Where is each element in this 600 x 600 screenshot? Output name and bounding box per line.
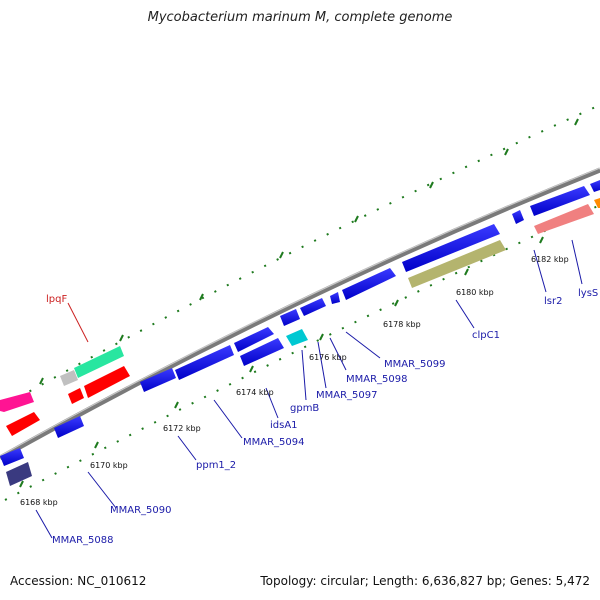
- gene-label-mmar5099: MMAR_5099: [384, 359, 446, 370]
- genome-backbone: [0, 167, 600, 461]
- genome-summary: Topology: circular; Length: 6,636,827 bp…: [260, 574, 590, 588]
- kbp-label: 6182 kbp: [531, 255, 569, 264]
- gene-5088-a: [0, 448, 24, 466]
- gene-label-gpmB: gpmB: [290, 403, 319, 414]
- kbp-label: 6174 kbp: [236, 388, 274, 397]
- map-title: Mycobacterium marinum M, complete genome: [147, 10, 453, 25]
- gene-5099-outer: [330, 292, 340, 304]
- gene-label-mmar5098: MMAR_5098: [346, 374, 408, 385]
- gene-label-lpqF: lpqF: [46, 294, 67, 305]
- gene-clpC1-inner: [408, 240, 506, 288]
- kbp-label: 6170 kbp: [90, 461, 128, 470]
- gene-label-idsA1: idsA1: [270, 420, 298, 431]
- gene-label-lsr2: lsr2: [544, 296, 562, 307]
- gene-label-clpC1: clpC1: [472, 330, 500, 341]
- gene-5097-outer: [280, 309, 300, 326]
- kbp-labels: 6168 kbp 6170 kbp 6172 kbp 6174 kbp 6176…: [20, 255, 569, 507]
- gene-5090-inner: [54, 416, 84, 438]
- gene-clpC1-outer: [402, 224, 500, 272]
- gene-5098-outer: [300, 298, 326, 316]
- gene-idsA1-outer: [234, 327, 274, 352]
- accession-label: Accession: NC_010612: [10, 574, 147, 588]
- gene-label-mmar5088: MMAR_5088: [52, 535, 114, 546]
- gene-pink-outer: [0, 392, 34, 412]
- gene-ppm-outer: [140, 368, 176, 392]
- gene-label-mmar5090: MMAR_5090: [110, 505, 172, 516]
- kbp-label: 6180 kbp: [456, 288, 494, 297]
- gene-label-mmar5097: MMAR_5097: [316, 390, 378, 401]
- gene-grey-outer: [60, 370, 78, 386]
- gene-5099b-outer: [342, 268, 396, 300]
- gene-gpmB-inner: [286, 329, 308, 346]
- gene-label-lysS: lysS: [578, 288, 598, 299]
- genome-backbone-highlight: [0, 167, 600, 457]
- gene-lpqF: [74, 346, 124, 378]
- kbp-label: 6176 kbp: [309, 353, 347, 362]
- inner-major-ticks: [19, 236, 544, 488]
- gene-edge-outer: [590, 180, 600, 192]
- gene-label-mmar5094: MMAR_5094: [243, 437, 305, 448]
- outer-major-ticks: [39, 118, 579, 385]
- gene-lsr2-outer: [512, 210, 524, 224]
- gene-lsr2-inner: [534, 204, 594, 234]
- gene-label-ppm1-2: ppm1_2: [196, 460, 236, 471]
- kbp-label: 6178 kbp: [383, 320, 421, 329]
- gene-labels: lpqF MMAR_5088 MMAR_5090 ppm1_2 MMAR_509…: [46, 288, 598, 546]
- gene-red-inner-b: [68, 388, 84, 404]
- gene-leader-lines: [35, 239, 583, 539]
- kbp-label: 6172 kbp: [163, 424, 201, 433]
- gene-red-inner-a: [6, 412, 40, 436]
- gene-5094-inner: [240, 338, 284, 366]
- gene-lysS-outer: [530, 186, 590, 216]
- gene-5094-outer: [175, 345, 234, 380]
- gene-red-inner-c: [84, 366, 130, 398]
- gene-orange-inner: [594, 198, 600, 208]
- gene-5088-b: [6, 462, 32, 486]
- kbp-label: 6168 kbp: [20, 498, 58, 507]
